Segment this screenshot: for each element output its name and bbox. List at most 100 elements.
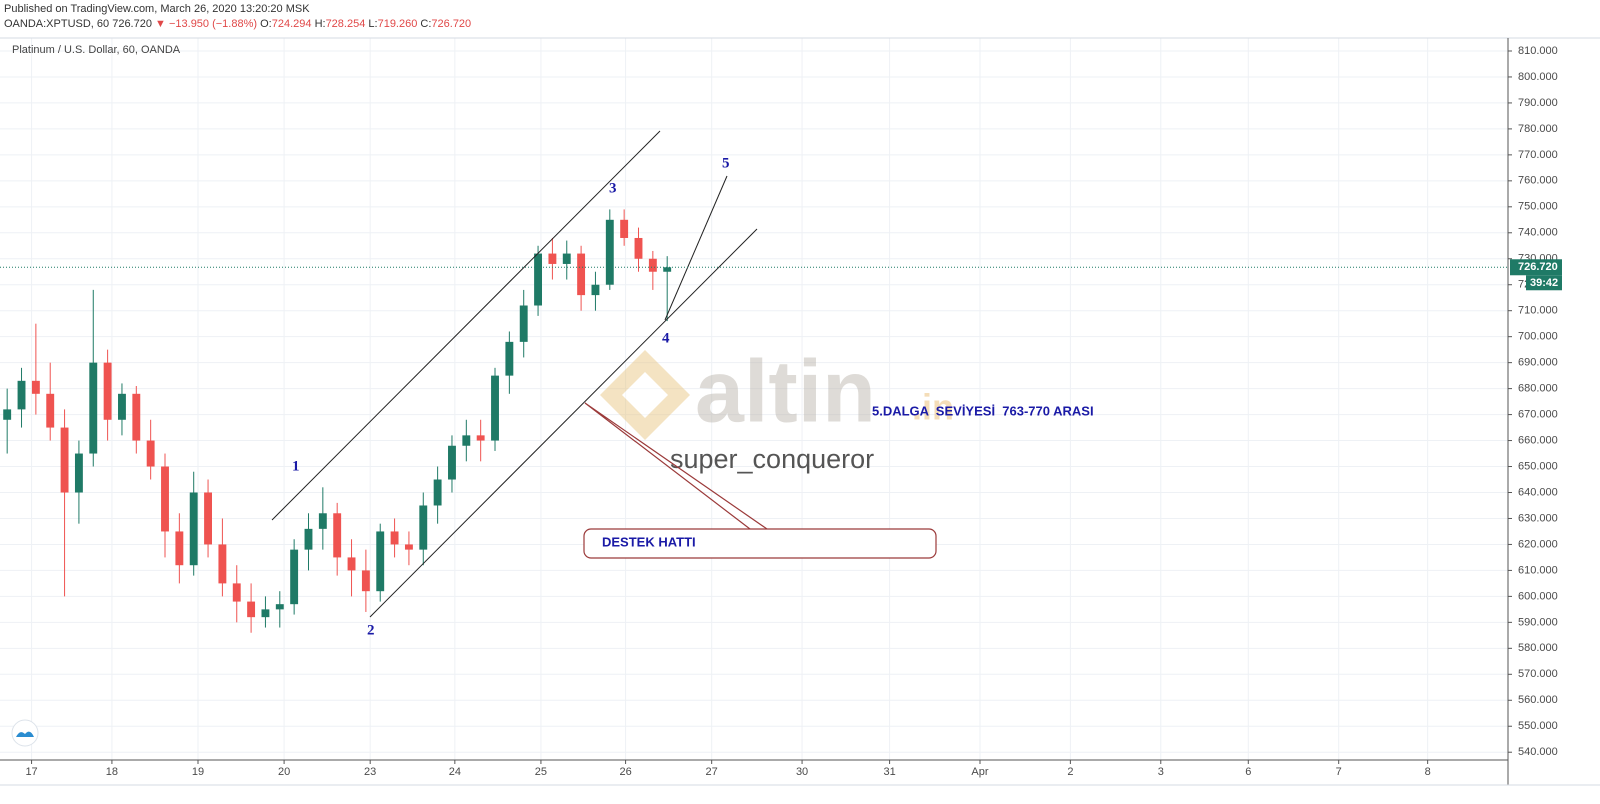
tv-logo-icon bbox=[16, 731, 34, 737]
y-tick-label: 690.000 bbox=[1518, 357, 1558, 369]
x-tick-label: 8 bbox=[1425, 766, 1431, 778]
tv-logo[interactable] bbox=[11, 719, 39, 747]
x-tick-label: 30 bbox=[796, 766, 808, 778]
ohlc-value: 719.260 bbox=[378, 18, 418, 30]
candle-body bbox=[74, 453, 83, 493]
wave-label: 2 bbox=[367, 622, 375, 638]
ohlc-key: C: bbox=[420, 18, 431, 30]
candle-body bbox=[462, 435, 471, 446]
y-tick-label: 650.000 bbox=[1518, 460, 1558, 472]
candle-body bbox=[189, 492, 198, 566]
candle-body bbox=[60, 427, 69, 493]
x-tick-label: 2 bbox=[1067, 766, 1073, 778]
candle-body bbox=[591, 284, 600, 296]
last-price-badge bbox=[1510, 259, 1562, 276]
y-tick-label: 630.000 bbox=[1518, 512, 1558, 524]
wave-label: 1 bbox=[292, 458, 300, 474]
candle-body bbox=[519, 305, 528, 342]
x-tick-label: 26 bbox=[619, 766, 631, 778]
y-tick-label: 640.000 bbox=[1518, 486, 1558, 498]
ohlc-key: O: bbox=[260, 18, 272, 30]
ohlc-value: 728.254 bbox=[326, 18, 366, 30]
watermark: altin .in bbox=[600, 341, 954, 440]
upper-channel-line bbox=[271, 130, 661, 521]
last-price-label: 726.720 bbox=[1518, 261, 1558, 273]
candle-body bbox=[304, 528, 313, 550]
x-tick-label: 18 bbox=[106, 766, 118, 778]
candle-body bbox=[448, 445, 456, 480]
x-tick-label: 7 bbox=[1336, 766, 1342, 778]
target-label: 5.DALGA SEVİYESİ 763-770 ARASI bbox=[872, 403, 1094, 418]
candle-body bbox=[347, 557, 356, 571]
y-tick-label: 620.000 bbox=[1518, 538, 1558, 550]
watermark-logo-inner bbox=[622, 372, 668, 418]
x-tick-label: 19 bbox=[192, 766, 204, 778]
support-label: DESTEK HATTI bbox=[602, 534, 696, 549]
countdown-badge bbox=[1526, 275, 1562, 291]
candle-body bbox=[290, 549, 299, 605]
candle-body bbox=[620, 219, 629, 238]
watermark-author: super_conqueror bbox=[670, 444, 874, 474]
candle-body bbox=[17, 380, 26, 410]
candle-body bbox=[605, 219, 614, 285]
last: 726.720 bbox=[112, 18, 152, 30]
x-tick-label: 23 bbox=[364, 766, 376, 778]
y-tick-label: 710.000 bbox=[1518, 305, 1558, 317]
candle-body bbox=[562, 253, 571, 264]
y-tick-label: 570.000 bbox=[1518, 668, 1558, 680]
y-tick-label: 770.000 bbox=[1518, 149, 1558, 161]
candle-body bbox=[261, 609, 270, 618]
candle-body bbox=[31, 380, 40, 394]
candle-body bbox=[318, 513, 327, 529]
countdown-label: 39:42 bbox=[1530, 277, 1558, 289]
candle-body bbox=[534, 253, 543, 306]
y-tick-label: 760.000 bbox=[1518, 175, 1558, 187]
candle-body bbox=[232, 583, 241, 602]
candle-body bbox=[577, 253, 586, 296]
wave-label: 4 bbox=[662, 330, 670, 346]
y-tick-label: 600.000 bbox=[1518, 590, 1558, 602]
candle-body bbox=[476, 435, 485, 441]
candle-body bbox=[361, 570, 370, 592]
candle-body bbox=[433, 479, 442, 506]
ohlc-value: 726.720 bbox=[431, 18, 471, 30]
candle-body bbox=[146, 440, 155, 467]
candle-body bbox=[161, 466, 169, 532]
candle-body bbox=[663, 267, 672, 272]
candle-body bbox=[103, 362, 112, 420]
y-tick-label: 750.000 bbox=[1518, 201, 1558, 213]
y-tick-label: 660.000 bbox=[1518, 434, 1558, 446]
x-tick-label: Apr bbox=[971, 766, 988, 778]
candle-body bbox=[404, 544, 413, 550]
candle-body bbox=[275, 604, 284, 610]
x-tick-label: 3 bbox=[1158, 766, 1164, 778]
candle-body bbox=[376, 531, 385, 592]
y-tick-label: 670.000 bbox=[1518, 408, 1558, 420]
drawings bbox=[271, 130, 758, 618]
candle-body bbox=[89, 362, 98, 454]
candle-body bbox=[247, 601, 256, 618]
x-tick-label: 24 bbox=[449, 766, 461, 778]
ohlc-key: L: bbox=[368, 18, 377, 30]
watermark-logo bbox=[600, 350, 690, 440]
y-tick-label: 610.000 bbox=[1518, 564, 1558, 576]
candles bbox=[3, 209, 672, 633]
x-tick-label: 17 bbox=[25, 766, 37, 778]
callout bbox=[583, 402, 937, 559]
published-note: Published on TradingView.com, March 26, … bbox=[4, 3, 310, 15]
wave-5-line bbox=[664, 175, 728, 321]
symbol-line: OANDA:XPTUSD, 60 726.720 ▼ −13.950 (−1.8… bbox=[4, 18, 471, 30]
change: ▼ −13.950 (−1.88%) bbox=[155, 18, 257, 30]
candle-body bbox=[634, 237, 643, 259]
y-tick-label: 700.000 bbox=[1518, 331, 1558, 343]
y-tick-label: 740.000 bbox=[1518, 227, 1558, 239]
y-tick-label: 810.000 bbox=[1518, 45, 1558, 57]
y-tick-label: 800.000 bbox=[1518, 71, 1558, 83]
x-tick-label: 25 bbox=[535, 766, 547, 778]
y-tick-label: 560.000 bbox=[1518, 694, 1558, 706]
y-tick-label: 780.000 bbox=[1518, 123, 1558, 135]
x-tick-label: 20 bbox=[278, 766, 290, 778]
candle-body bbox=[548, 253, 557, 264]
lower-channel-line bbox=[369, 228, 758, 618]
